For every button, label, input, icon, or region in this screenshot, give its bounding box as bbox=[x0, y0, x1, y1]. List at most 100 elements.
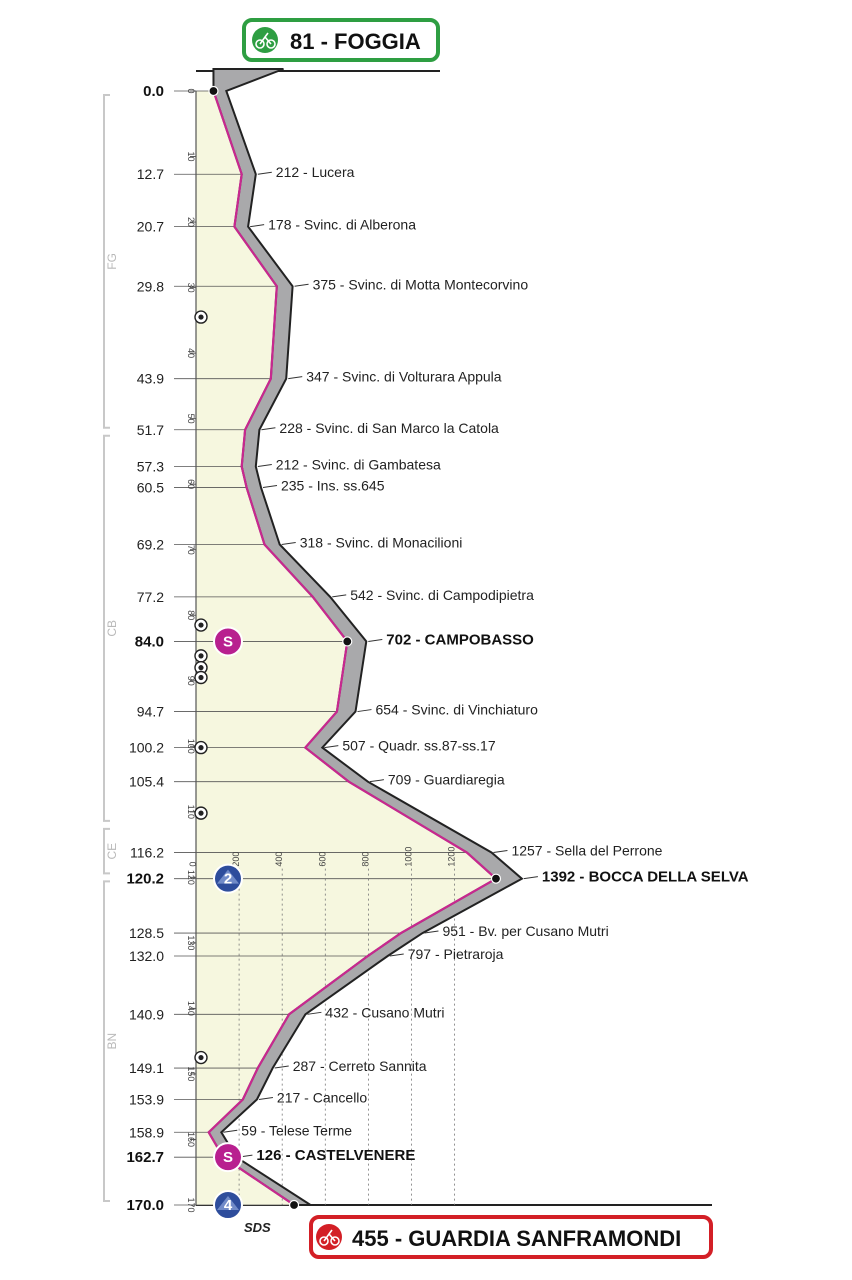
region-label: FG bbox=[105, 253, 119, 270]
km-tick-label: 110 bbox=[186, 805, 196, 819]
tunnel-icon-inner bbox=[198, 653, 204, 659]
km-tick-label: 100 bbox=[186, 739, 196, 754]
place-label: 126 - CASTELVENERE bbox=[256, 1147, 415, 1164]
label-leader bbox=[357, 709, 372, 713]
km-tick-label: 20 bbox=[186, 217, 196, 227]
km-label: 20.7 bbox=[137, 219, 164, 235]
altitude-tick-label: 600 bbox=[317, 852, 327, 867]
tunnel-icon-inner bbox=[198, 665, 204, 671]
km-label: 158.9 bbox=[129, 1124, 164, 1140]
altitude-tick-label: 800 bbox=[360, 852, 370, 867]
tunnel-icon-inner bbox=[198, 745, 204, 751]
sprint-icon bbox=[213, 1142, 243, 1173]
km-label: 132.0 bbox=[129, 948, 164, 964]
km-tick-label: 170 bbox=[186, 1197, 196, 1212]
km-tick-label: 50 bbox=[186, 414, 196, 424]
profile-dynamic-layer: 0102030405060708090100110120130140150160… bbox=[103, 68, 749, 1220]
place-label: 217 - Cancello bbox=[277, 1089, 367, 1105]
place-label: 59 - Telese Terme bbox=[241, 1122, 352, 1138]
label-leader bbox=[262, 484, 278, 488]
place-label: 212 - Svinc. di Gambatesa bbox=[276, 456, 441, 472]
label-leader bbox=[223, 1129, 238, 1133]
cyclist-icon bbox=[319, 1229, 340, 1246]
point-dot bbox=[288, 1199, 300, 1211]
label-leader bbox=[424, 930, 439, 934]
place-label: 709 - Guardiaregia bbox=[388, 772, 505, 788]
label-leader bbox=[257, 463, 272, 467]
km-tick-label: 150 bbox=[186, 1066, 196, 1081]
label-leader bbox=[493, 849, 508, 853]
km-label: 12.7 bbox=[137, 166, 164, 182]
km-label: 120.2 bbox=[126, 871, 164, 888]
place-label: 1257 - Sella del Perrone bbox=[511, 842, 662, 858]
label-leader bbox=[261, 427, 276, 431]
sprint-label: S bbox=[223, 1149, 233, 1166]
place-label: 542 - Svinc. di Campodipietra bbox=[350, 587, 534, 603]
road-line bbox=[207, 90, 498, 1206]
km-label: 57.3 bbox=[137, 458, 164, 474]
place-label: 287 - Cerreto Sannita bbox=[293, 1058, 427, 1074]
place-label: 654 - Svinc. di Vinchiaturo bbox=[375, 702, 538, 718]
tunnel-icon-inner bbox=[198, 810, 204, 816]
km-tick-label: 70 bbox=[186, 545, 196, 555]
km-tick-label: 40 bbox=[186, 348, 196, 358]
place-label: 235 - Ins. ss.645 bbox=[281, 477, 385, 493]
place-label: 318 - Svinc. di Monacilioni bbox=[300, 534, 463, 550]
sprint-icon bbox=[213, 626, 243, 657]
km-label: 60.5 bbox=[137, 479, 164, 495]
start-badge: 81 - FOGGIA bbox=[242, 18, 440, 62]
km-tick-label: 80 bbox=[186, 610, 196, 620]
place-label: 507 - Quadr. ss.87-ss.17 bbox=[342, 738, 496, 754]
km-label: 149.1 bbox=[129, 1060, 164, 1076]
place-label: 347 - Svinc. di Volturara Appula bbox=[306, 369, 502, 385]
altitude-tick-label: 1200 bbox=[447, 847, 457, 867]
kom-mountain-icon bbox=[217, 1196, 239, 1210]
km-label: 0.0 bbox=[143, 83, 164, 100]
label-leader bbox=[324, 745, 339, 749]
label-leader bbox=[389, 953, 404, 957]
region-label: BN bbox=[105, 1033, 119, 1050]
km-label: 140.9 bbox=[129, 1006, 164, 1022]
place-label: 797 - Pietraroja bbox=[408, 946, 504, 962]
label-leader bbox=[288, 376, 303, 380]
label-leader bbox=[523, 876, 538, 880]
km-label: 29.8 bbox=[137, 278, 164, 294]
place-label: 178 - Svinc. di Alberona bbox=[268, 217, 416, 233]
cyclist-icon bbox=[255, 32, 276, 49]
km-tick-label: 130 bbox=[186, 935, 196, 950]
point-dot bbox=[208, 85, 219, 97]
region-label: CE bbox=[105, 843, 119, 860]
label-leader bbox=[294, 283, 309, 287]
region-label: CB bbox=[105, 620, 119, 637]
label-leader bbox=[369, 779, 384, 783]
place-label: 702 - CAMPOBASSO bbox=[386, 631, 534, 648]
km-label: 51.7 bbox=[137, 422, 164, 438]
km-label: 128.5 bbox=[129, 925, 164, 941]
label-leader bbox=[281, 541, 296, 545]
start-label: 81 - FOGGIA bbox=[290, 29, 421, 54]
label-leader bbox=[332, 594, 347, 598]
altitude-tick-label: 0 bbox=[188, 862, 198, 867]
km-tick-label: 120 bbox=[186, 870, 196, 885]
km-label: 100.2 bbox=[129, 740, 164, 756]
region-bracket bbox=[103, 434, 110, 822]
place-label: 432 - Cusano Mutri bbox=[325, 1004, 444, 1020]
km-label: 105.4 bbox=[129, 774, 164, 790]
tunnel-icon-inner bbox=[198, 314, 204, 320]
place-label: 228 - Svinc. di San Marco la Catola bbox=[279, 420, 499, 436]
tunnel-icon-inner bbox=[198, 622, 204, 628]
tunnel-icon-inner bbox=[198, 1054, 204, 1061]
label-leader bbox=[368, 638, 383, 642]
km-label: 162.7 bbox=[126, 1149, 164, 1166]
place-label: 951 - Bv. per Cusano Mutri bbox=[442, 923, 608, 939]
altitude-tick-label: 400 bbox=[274, 852, 284, 867]
finish-badge: 455 - GUARDIA SANFRAMONDI bbox=[309, 1215, 713, 1259]
label-leader bbox=[274, 1065, 289, 1069]
point-dot bbox=[342, 636, 353, 647]
km-tick-label: 60 bbox=[186, 479, 196, 489]
sprint-label: S bbox=[223, 633, 233, 650]
km-tick-label: 10 bbox=[186, 152, 196, 162]
altitude-tick-label: 1000 bbox=[404, 847, 414, 867]
km-tick-label: 140 bbox=[186, 1001, 196, 1016]
